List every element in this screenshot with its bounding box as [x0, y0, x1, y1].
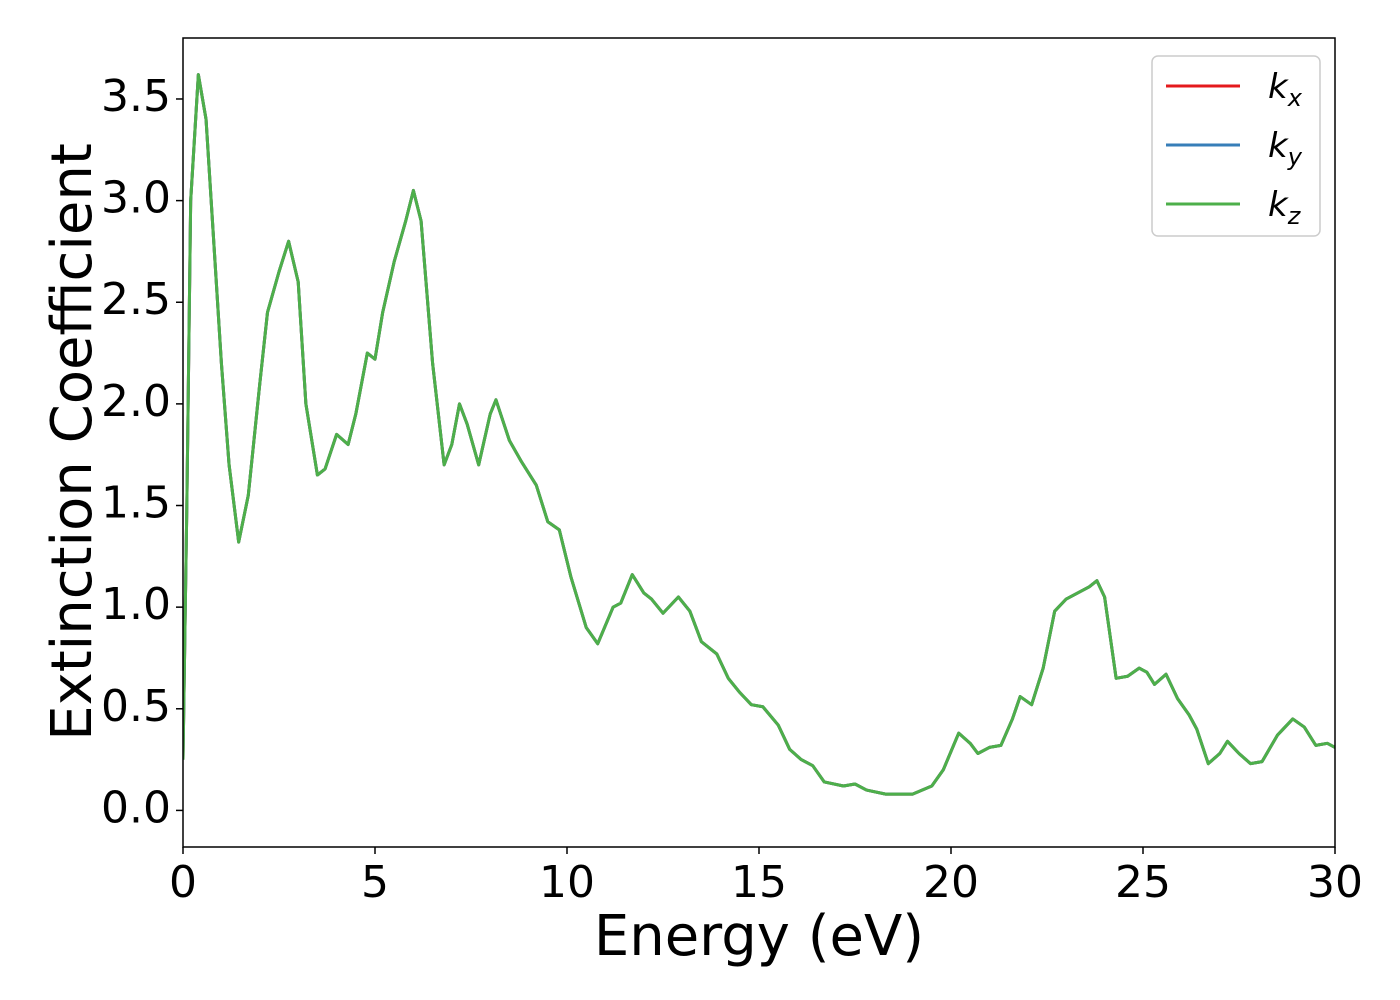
x-tick-label: 10 — [539, 857, 595, 908]
x-tick-label: 0 — [169, 857, 197, 908]
x-axis-label: Energy (eV) — [594, 904, 924, 969]
x-tick-label: 15 — [731, 857, 787, 908]
y-tick-label: 3.0 — [101, 173, 171, 224]
y-tick-label: 0.0 — [101, 782, 171, 833]
y-tick-label: 2.5 — [101, 274, 171, 325]
y-tick-label: 3.5 — [101, 71, 171, 122]
legend-label: kx — [1268, 67, 1303, 112]
plot-frame — [182, 37, 1336, 848]
legend-label: ky — [1268, 126, 1303, 171]
data-line — [183, 73, 1335, 796]
y-axis-label: Extinction Coefficient — [40, 143, 105, 741]
x-tick-label: 20 — [923, 857, 979, 908]
legend-label: kz — [1268, 185, 1302, 230]
y-tick-label: 1.0 — [101, 579, 171, 630]
y-tick-label: 2.0 — [101, 376, 171, 427]
y-tick-label: 1.5 — [101, 478, 171, 529]
y-tick-label: 0.5 — [101, 681, 171, 732]
x-tick-label: 25 — [1115, 857, 1171, 908]
x-tick-label: 5 — [361, 857, 389, 908]
x-tick-label: 30 — [1307, 857, 1363, 908]
